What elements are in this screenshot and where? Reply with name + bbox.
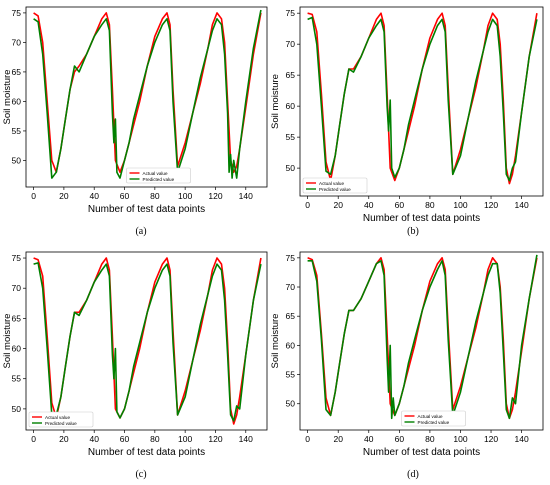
legend-box — [28, 411, 94, 428]
x-tick-label: 20 — [333, 434, 343, 444]
x-tick-label: 40 — [89, 191, 99, 201]
legend-box — [302, 177, 368, 194]
y-tick-label: 60 — [12, 96, 22, 106]
x-tick-label: 140 — [515, 434, 529, 444]
x-tick-label: 20 — [59, 191, 69, 201]
legend-predicted-label: Predicted value — [319, 187, 351, 192]
panel-d-caption: (d) — [407, 469, 419, 480]
x-tick-label: 60 — [120, 191, 130, 201]
x-tick-label: 40 — [364, 200, 374, 210]
y-tick-label: 60 — [12, 344, 22, 354]
x-tick-label: 40 — [364, 434, 374, 444]
panel-b-plot: 0 20 40 60 80 100 120 140 50 55 60 65 70 75 Number of … — [270, 6, 544, 224]
y-tick-label: 75 — [286, 8, 296, 18]
y-tick-label: 75 — [12, 253, 22, 263]
predicted-value-line — [33, 9, 262, 179]
x-tick-label: 80 — [150, 191, 160, 201]
panel-c-plot: 0 20 40 60 80 100 120 140 50 55 60 65 70 75 Number of … — [2, 251, 268, 458]
y-tick-label: 65 — [12, 313, 22, 323]
x-tick-label: 100 — [453, 200, 467, 210]
x-tick-label: 40 — [89, 434, 99, 444]
legend-predicted-label: Predicted value — [45, 421, 77, 426]
y-tick-label: 50 — [286, 163, 296, 173]
y-tick-label: 65 — [12, 67, 22, 77]
plot-frame — [25, 251, 268, 431]
y-tick-label: 60 — [286, 101, 296, 111]
legend-box — [126, 167, 191, 184]
y-tick-label: 55 — [12, 374, 22, 384]
legend-actual-label: Actual value — [45, 415, 70, 420]
y-tick-label: 75 — [12, 8, 22, 18]
x-tick-label: 120 — [484, 200, 498, 210]
y-axis-label: Soil moisture — [270, 74, 281, 129]
x-tick-label: 80 — [425, 434, 435, 444]
y-tick-label: 70 — [12, 37, 22, 47]
y-tick-label: 65 — [286, 70, 296, 80]
x-tick-label: 100 — [178, 191, 192, 201]
x-tick-label: 140 — [515, 200, 529, 210]
x-tick-label: 80 — [150, 434, 160, 444]
panel-a-caption: (a) — [135, 226, 146, 237]
x-tick-label: 120 — [208, 191, 222, 201]
y-tick-label: 60 — [286, 340, 296, 350]
x-tick-label: 140 — [239, 191, 253, 201]
x-axis-label: Number of test data points — [363, 447, 480, 458]
x-tick-label: 80 — [425, 200, 435, 210]
x-tick-label: 60 — [120, 434, 130, 444]
y-tick-label: 65 — [286, 311, 296, 321]
x-tick-label: 0 — [31, 434, 36, 444]
predicted-value-line — [307, 254, 538, 420]
x-tick-label: 60 — [395, 200, 405, 210]
y-axis-label: Soil moisture — [270, 314, 281, 369]
y-tick-label: 70 — [286, 39, 296, 49]
legend-predicted-label: Predicted value — [143, 177, 175, 182]
x-tick-label: 120 — [208, 434, 222, 444]
y-axis-label: Soil moisture — [2, 314, 13, 369]
legend-predicted-label: Predicted value — [418, 420, 450, 425]
legend-box — [401, 410, 466, 427]
y-tick-label: 55 — [12, 126, 22, 136]
x-tick-label: 20 — [333, 200, 343, 210]
panel-d-plot: 0 20 40 60 80 100 120 140 50 55 60 65 70 75 Number of … — [270, 251, 544, 458]
predicted-value-line — [307, 16, 538, 182]
y-axis-label: Soil moisture — [2, 70, 13, 125]
x-tick-label: 0 — [31, 191, 36, 201]
legend-actual-label: Actual value — [143, 171, 168, 176]
y-tick-label: 50 — [12, 155, 22, 165]
x-tick-label: 100 — [453, 434, 467, 444]
panel-c-caption: (c) — [135, 469, 146, 480]
predicted-value-line — [33, 262, 262, 422]
panel-b-caption: (b) — [407, 226, 419, 237]
panel-a-plot: 0 20 40 60 80 100 120 140 50 55 60 65 70 75 Number of … — [2, 6, 268, 215]
y-tick-label: 50 — [12, 404, 22, 414]
x-tick-label: 0 — [305, 434, 310, 444]
legend-actual-label: Actual value — [319, 181, 344, 186]
x-tick-label: 60 — [395, 434, 405, 444]
x-tick-label: 120 — [484, 434, 498, 444]
y-tick-label: 55 — [286, 132, 296, 142]
x-axis-label: Number of test data points — [88, 447, 205, 458]
y-tick-label: 50 — [286, 399, 296, 409]
x-tick-label: 20 — [59, 434, 69, 444]
y-tick-label: 70 — [286, 282, 296, 292]
x-tick-label: 0 — [305, 200, 310, 210]
legend-actual-label: Actual value — [418, 414, 443, 419]
x-axis-label: Number of test data points — [88, 204, 205, 215]
y-tick-label: 55 — [286, 370, 296, 380]
x-tick-label: 140 — [239, 434, 253, 444]
y-tick-label: 70 — [12, 283, 22, 293]
x-tick-label: 100 — [178, 434, 192, 444]
y-tick-label: 75 — [286, 253, 296, 263]
x-axis-label: Number of test data points — [363, 213, 480, 224]
